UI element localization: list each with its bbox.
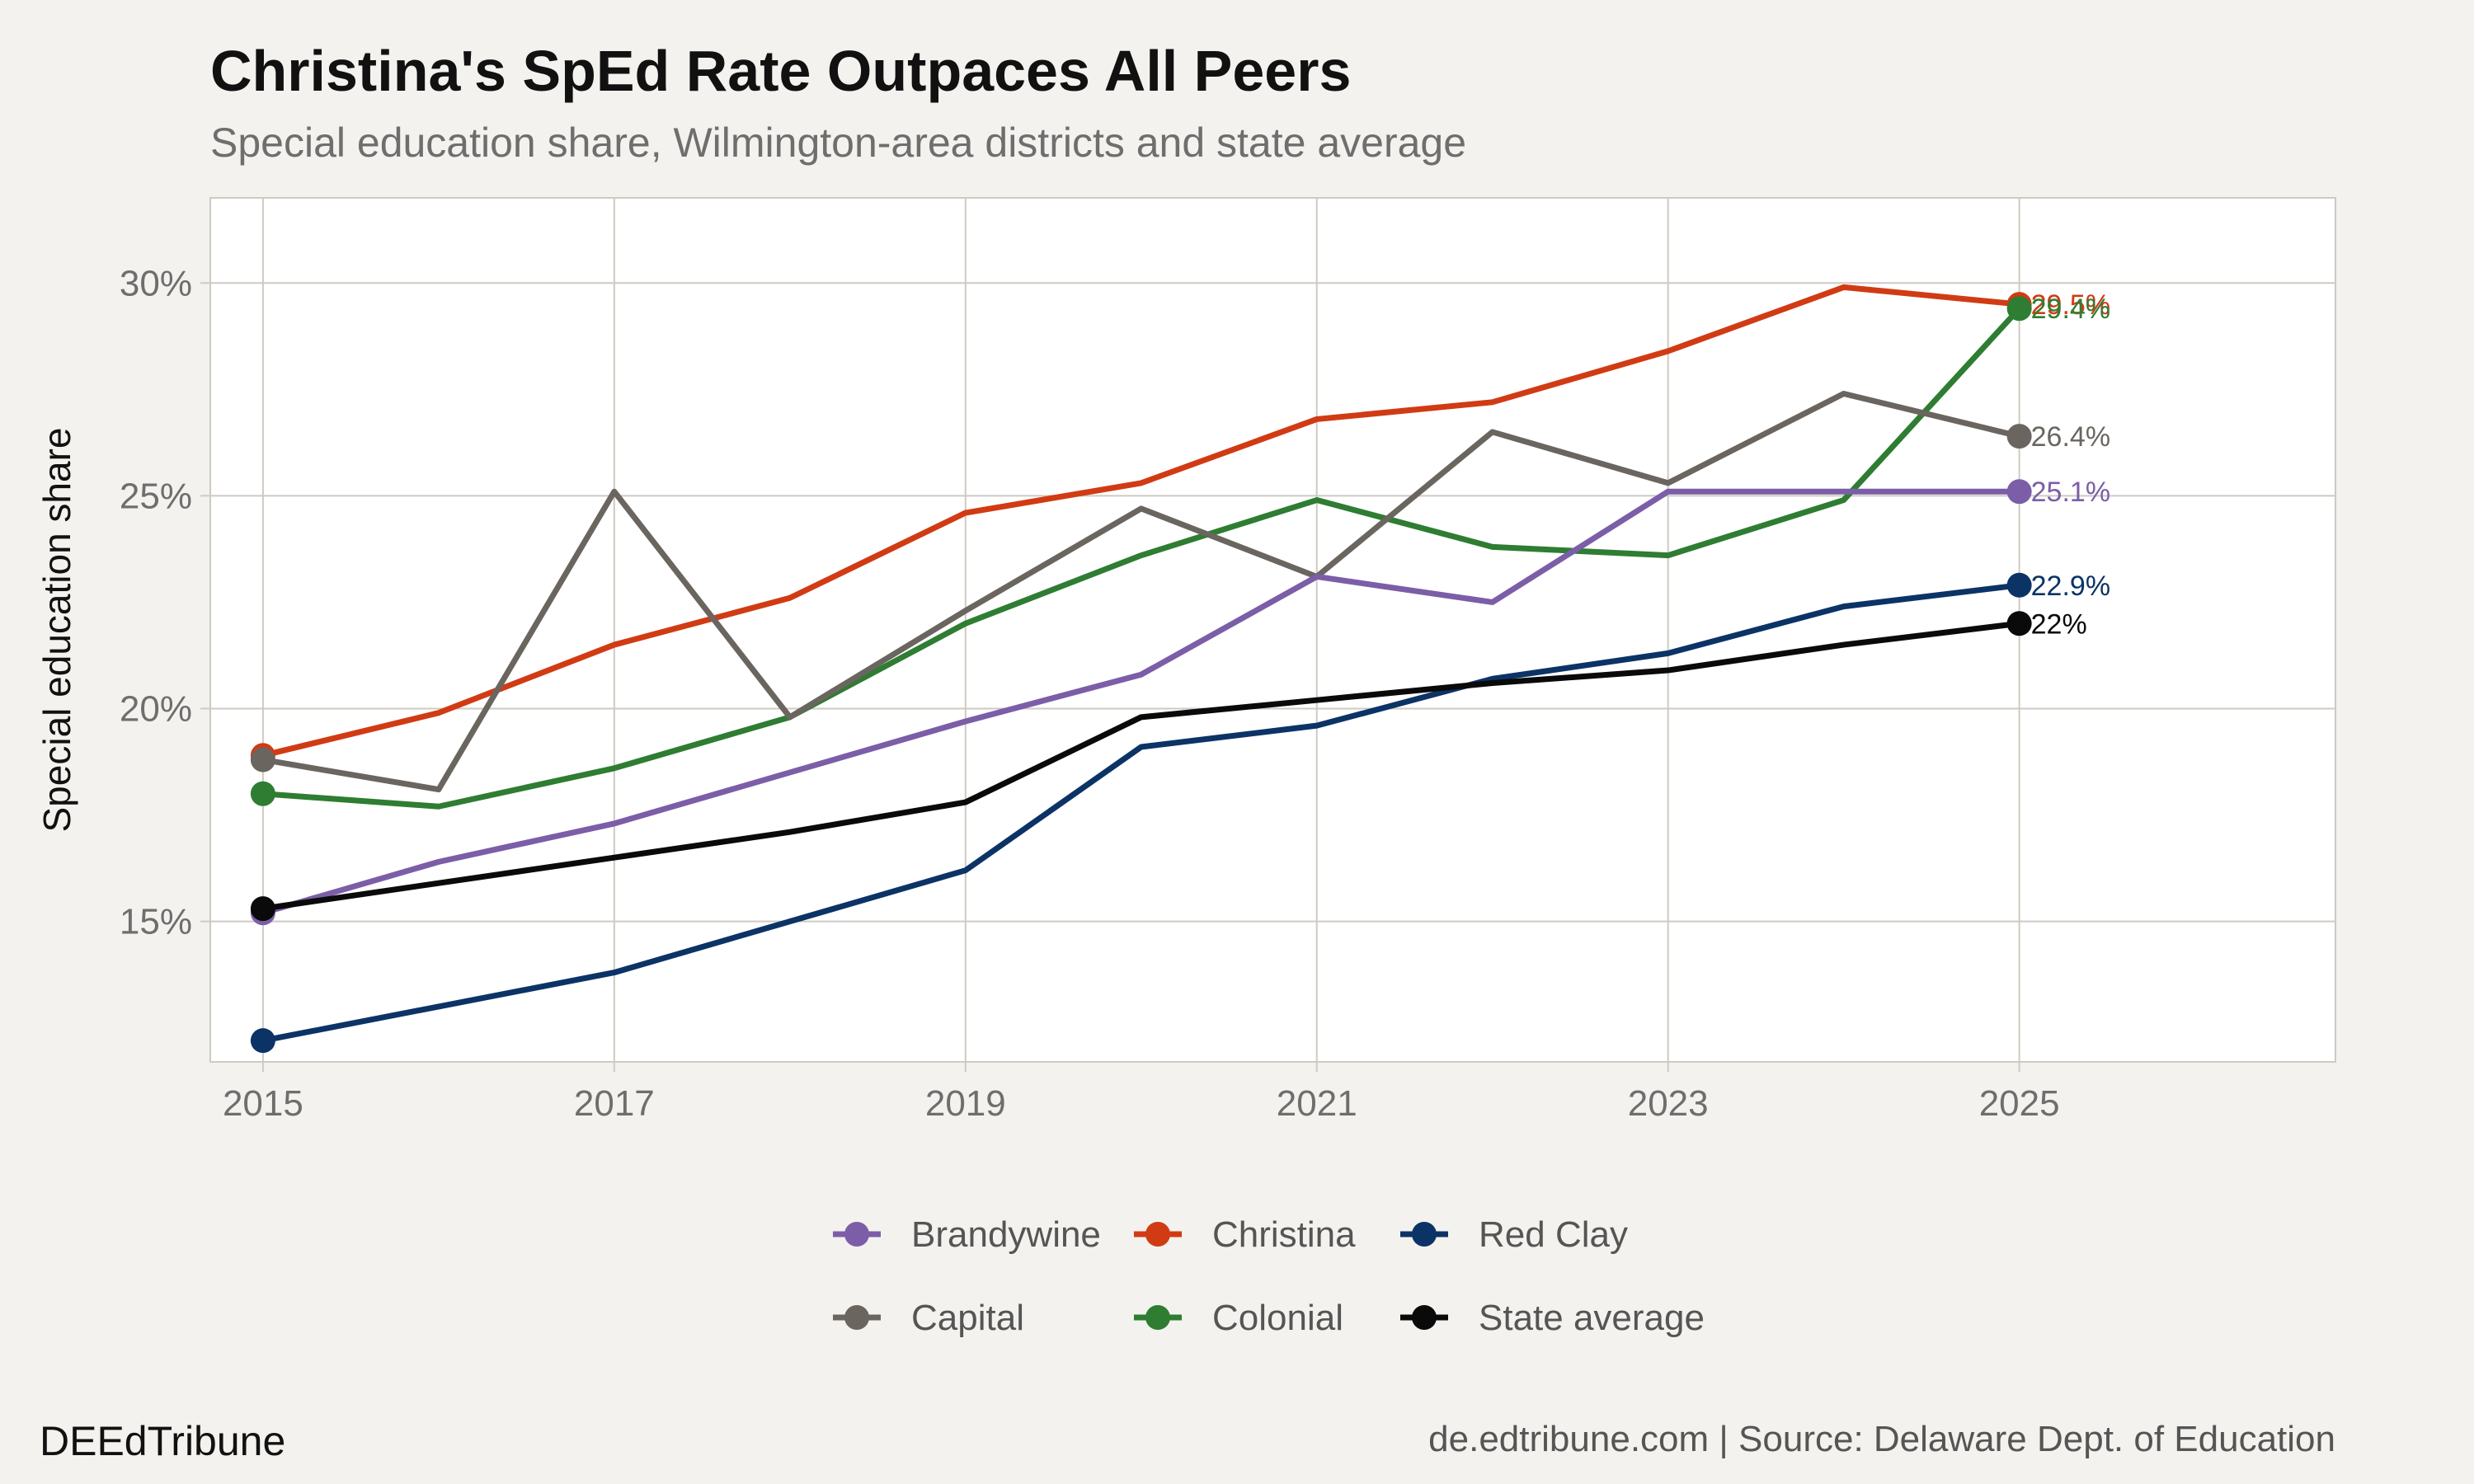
end-label-brandywine: 25.1% [2031, 477, 2110, 508]
legend-item-capital: Capital [833, 1298, 1024, 1338]
series-line-christina [260, 284, 2023, 758]
x-tick-label: 2021 [1277, 1083, 1357, 1124]
end-label-state-average: 22% [2031, 608, 2087, 640]
start-point-red-clay [250, 1028, 275, 1054]
legend-item-red-clay: Red Clay [1400, 1214, 1628, 1255]
start-point-colonial [250, 781, 275, 806]
legend-label: Brandywine [911, 1214, 1101, 1255]
legend-label: Christina [1212, 1214, 1356, 1255]
legend-swatch-marker [1145, 1222, 1170, 1247]
series-line-colonial [260, 305, 2023, 810]
y-tick-label: 25% [120, 476, 192, 516]
end-label-christina: 29.5% [2031, 289, 2110, 321]
y-tick-label: 30% [120, 263, 192, 303]
legend-item-state-average: State average [1400, 1298, 1705, 1338]
chart-title: Christina's SpEd Rate Outpaces All Peers [210, 39, 1351, 103]
chart-subtitle: Special education share, Wilmington-area… [210, 120, 1466, 166]
series-line-capital [260, 390, 2023, 793]
x-tick-label: 2023 [1628, 1083, 1709, 1124]
legend-item-colonial: Colonial [1134, 1298, 1343, 1338]
end-point-red-clay [2006, 572, 2032, 598]
series-line-state-average [260, 620, 2023, 912]
legend-label: Capital [911, 1298, 1024, 1338]
end-point-brandywine [2006, 479, 2032, 505]
y-tick-label: 20% [120, 689, 192, 730]
end-label-capital: 26.4% [2031, 421, 2110, 453]
legend-swatch-marker [844, 1222, 869, 1247]
series-line-red-clay [260, 582, 2023, 1044]
x-tick-label: 2017 [574, 1083, 655, 1124]
start-point-capital [250, 747, 275, 773]
legend-swatch-marker [1412, 1305, 1437, 1330]
x-tick-label: 2015 [223, 1083, 303, 1124]
legend: Brandywine Christina Red Clay Capital Coloni… [833, 1214, 1705, 1338]
series-line-brandywine [260, 488, 2023, 916]
legend-label: State average [1479, 1298, 1705, 1338]
y-tick-label: 15% [120, 902, 192, 942]
legend-label: Colonial [1212, 1298, 1343, 1338]
legend-swatch-marker [1145, 1305, 1170, 1330]
y-axis-title: Special education share [35, 428, 78, 833]
start-point-state-average [250, 896, 275, 922]
x-tick-label: 2019 [925, 1083, 1006, 1124]
end-point-state-average [2006, 611, 2032, 636]
legend-item-christina: Christina [1134, 1214, 1356, 1255]
end-labels: 29.5%29.4% 26.4% 25.1% 22.9% 22% [2031, 289, 2110, 640]
x-axis: 2015 2017 2019 2021 2023 2025 [223, 1062, 2060, 1124]
x-tick-label: 2025 [1979, 1083, 2060, 1124]
series-lines [250, 284, 2032, 1054]
legend-label: Red Clay [1479, 1214, 1628, 1255]
end-point-capital [2006, 424, 2032, 449]
end-label-red-clay: 22.9% [2031, 571, 2110, 602]
footer-brand: DEEdTribune [40, 1418, 285, 1464]
y-axis: 15% 20% 25% 30% [120, 263, 210, 942]
footer-source: de.edtribune.com | Source: Delaware Dept… [1428, 1419, 2335, 1459]
legend-item-brandywine: Brandywine [833, 1214, 1101, 1255]
end-point-colonial [2006, 296, 2032, 322]
legend-swatch-marker [1412, 1222, 1437, 1247]
end-label-colonial: 29.4% [2031, 294, 2110, 325]
legend-swatch-marker [844, 1305, 869, 1330]
